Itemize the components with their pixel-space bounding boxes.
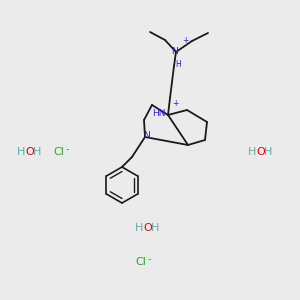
Text: H: H (264, 147, 272, 157)
Text: H: H (33, 147, 41, 157)
Text: -: - (148, 254, 152, 264)
Text: Cl: Cl (53, 147, 64, 157)
Text: HN: HN (152, 109, 166, 118)
Text: O: O (143, 223, 152, 233)
Text: N: N (142, 131, 149, 140)
Text: +: + (182, 36, 188, 45)
Text: Cl: Cl (135, 257, 146, 267)
Text: H: H (175, 60, 181, 69)
Text: O: O (256, 147, 265, 157)
Text: H: H (135, 223, 143, 233)
Text: O: O (25, 147, 34, 157)
Text: H: H (151, 223, 159, 233)
Text: N: N (172, 46, 178, 56)
Text: -: - (66, 144, 70, 154)
Text: +: + (172, 99, 178, 108)
Text: H: H (248, 147, 256, 157)
Text: H: H (17, 147, 26, 157)
